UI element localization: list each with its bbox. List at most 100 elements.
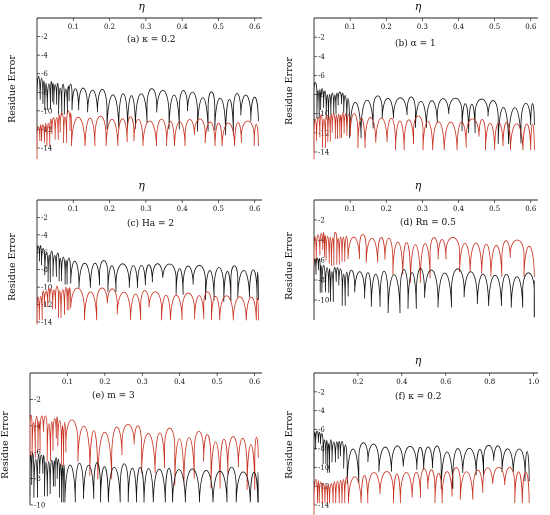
y-tick-label: -6	[318, 257, 325, 265]
y-tick-label: -2	[318, 217, 325, 225]
x-tick-label: 0.4	[177, 205, 189, 213]
y-tick-label: -8	[318, 445, 325, 453]
y-tick-label: -4	[318, 53, 325, 61]
x-axis-label: η	[415, 354, 422, 367]
x-tick-label: 0.5	[213, 205, 224, 213]
black-series-line	[36, 245, 259, 302]
red-series-line	[313, 466, 530, 515]
red-series-line	[36, 285, 259, 325]
x-tick-label: 0.2	[381, 23, 392, 31]
y-tick-label: -14	[318, 149, 330, 157]
y-axis-label: Residue Error	[284, 232, 295, 300]
panel-label: (a) κ = 0.2	[127, 34, 175, 45]
x-axis-label: η	[138, 0, 145, 13]
x-tick-label: 0.3	[137, 378, 148, 386]
x-tick-label: 0.1	[62, 378, 73, 386]
x-tick-label: 0.5	[212, 378, 223, 386]
x-tick-label: 0.2	[99, 378, 110, 386]
black-series-line	[313, 430, 530, 489]
y-tick-label: -2	[318, 388, 325, 396]
y-tick-label: -6	[41, 249, 48, 257]
x-tick-label: 0.6	[249, 23, 261, 31]
y-axis-label: Residue Error	[284, 411, 295, 479]
x-tick-label: 0.5	[489, 23, 500, 31]
y-tick-label: -2	[41, 33, 48, 41]
x-tick-label: 0.6	[249, 205, 261, 213]
y-tick-label: -4	[41, 52, 48, 60]
x-tick-label: 0.1	[345, 23, 356, 31]
x-tick-label: 0.6	[525, 205, 537, 213]
y-tick-label: -4	[41, 231, 48, 239]
y-tick-label: -4	[318, 407, 325, 415]
panel-c: 0.1 0.2 0.3 0.4 0.5 0.6-2-4-6-8-10-12-14ηResi…	[7, 179, 262, 327]
y-tick-label: -2	[318, 34, 325, 42]
y-tick-label: -12	[41, 301, 52, 309]
panel-a: 0.1 0.2 0.3 0.4 0.5 0.6-2-4-6-8-10-12-14ηResi…	[7, 0, 262, 160]
y-tick-label: -6	[41, 70, 48, 78]
y-tick-label: -6	[318, 426, 325, 434]
red-series-line	[36, 110, 259, 160]
y-tick-label: -10	[318, 297, 329, 305]
x-tick-label: 1.0	[528, 378, 539, 386]
panel-parameter: κ = 0.2	[142, 35, 175, 45]
x-tick-label: 0.4	[453, 205, 465, 213]
y-tick-label: -14	[318, 502, 330, 510]
x-tick-label: 0.3	[417, 23, 428, 31]
x-tick-label: 0.1	[345, 205, 356, 213]
panel-label: (b) α = 1	[395, 38, 436, 49]
x-tick-label: 0.1	[68, 205, 79, 213]
y-tick-label: -8	[318, 277, 325, 285]
panel-d: 0.1 0.2 0.3 0.4 0.5 0.6 -2 -4 -6 -8 -10 η Residue Er…	[284, 179, 538, 320]
x-axis-label: η	[415, 0, 422, 13]
panel-parameter: Rn = 0.5	[416, 218, 456, 228]
black-series-line	[313, 82, 535, 145]
y-tick-label: -10	[41, 284, 52, 292]
x-tick-label: 0.6	[525, 23, 537, 31]
x-tick-label: 0.1	[68, 23, 79, 31]
panel-b: 0.1 0.2 0.3 0.4 0.5 0.6 -2 -4 -6 -8 -10 -12 -14 η Resi…	[284, 0, 538, 160]
y-tick-label: -2	[41, 214, 48, 222]
panel-parameter: κ = 0.2	[408, 392, 441, 402]
panel-label: (e) m = 3	[92, 390, 135, 401]
x-tick-label: 0.3	[417, 205, 428, 213]
x-tick-label: 0.4	[453, 23, 465, 31]
red-series-line	[29, 414, 259, 491]
y-tick-label: -10	[318, 464, 329, 472]
y-axis-label: Residue Error	[7, 55, 18, 123]
y-axis-label: Residue Error	[7, 233, 18, 301]
x-tick-label: 0.6	[249, 378, 261, 386]
y-tick-label: -12	[318, 129, 329, 137]
y-tick-label: -10	[41, 107, 52, 115]
x-tick-label: 0.2	[352, 378, 363, 386]
panel-label: (f) κ = 0.2	[395, 391, 441, 402]
panel-parameter: m = 3	[107, 391, 135, 401]
y-axis-label: Residue Error	[284, 57, 295, 125]
x-tick-label: 0.5	[489, 205, 500, 213]
panel-f: 0.2 0.4 0.6 0.8 1.0 -2 -4 -6 -8 -10 -12 -14 η Residue…	[284, 354, 539, 515]
y-tick-label: -12	[318, 483, 329, 491]
panel-label: (d) Rn = 0.5	[400, 217, 456, 228]
x-tick-label: 0.3	[140, 23, 151, 31]
panel-parameter: Ha = 2	[142, 219, 174, 229]
panel-label: (c) Ha = 2	[127, 218, 174, 229]
y-tick-label: -10	[318, 110, 329, 118]
black-series-line	[29, 453, 259, 503]
y-axis-label: Residue Error	[0, 411, 11, 479]
x-axis-label: η	[415, 179, 422, 192]
y-tick-label: -2	[34, 396, 41, 404]
y-tick-label: -14	[41, 319, 53, 327]
x-axis-label: η	[138, 179, 145, 192]
y-tick-label: -8	[318, 91, 325, 99]
x-tick-label: 0.8	[484, 378, 495, 386]
x-tick-label: 0.2	[104, 23, 115, 31]
x-tick-label: 0.5	[213, 23, 224, 31]
red-series-line	[313, 231, 535, 283]
y-tick-label: -6	[318, 72, 325, 80]
x-tick-label: 0.4	[177, 23, 189, 31]
panel-parameter: α = 1	[411, 39, 436, 49]
x-tick-label: 0.4	[174, 378, 186, 386]
y-tick-label: -14	[41, 145, 53, 153]
x-tick-label: 0.6	[440, 378, 452, 386]
